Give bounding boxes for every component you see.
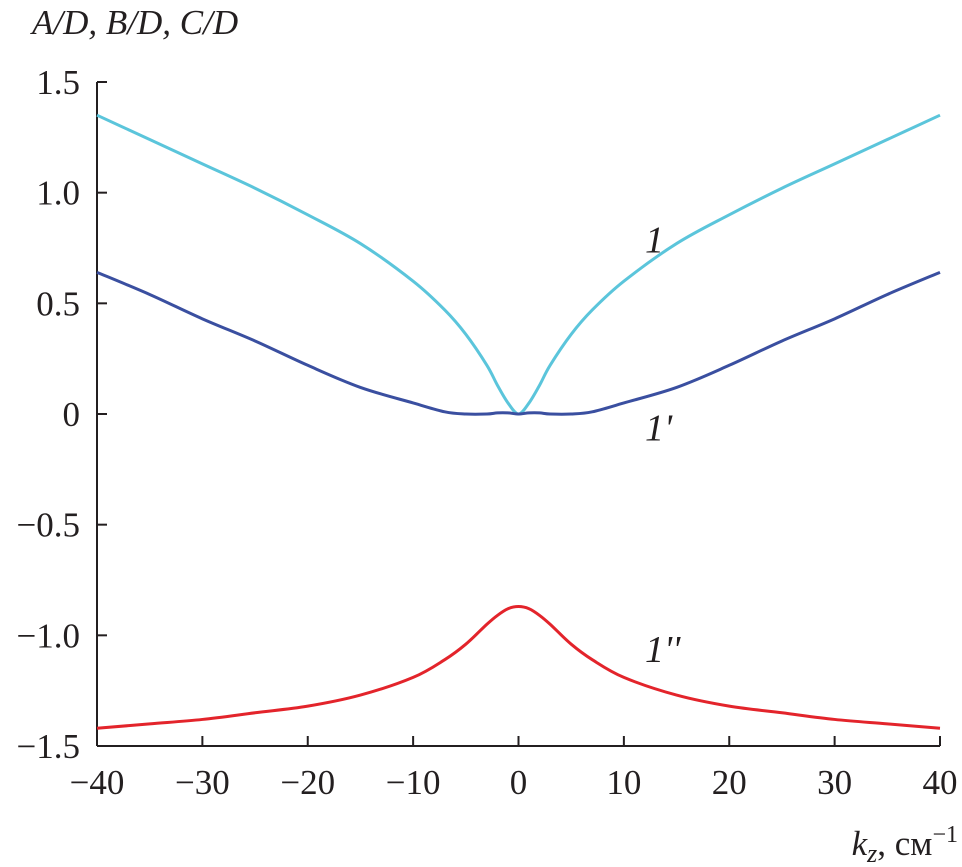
x-axis-title-var: k xyxy=(852,824,869,863)
series-line-3 xyxy=(96,605,941,730)
x-tick-label: 30 xyxy=(817,763,852,802)
x-axis-title-sub: z xyxy=(866,839,877,867)
y-tick-label: 0.5 xyxy=(36,284,80,323)
curve-label-3: 1'' xyxy=(645,629,681,671)
y-axis-title: A/D, B/D, C/D xyxy=(30,3,238,42)
x-axis-title: kz, см−1 xyxy=(852,822,958,867)
series-group xyxy=(96,113,941,730)
x-tick-label: −10 xyxy=(386,763,441,802)
x-axis-title-unit: , см xyxy=(877,824,932,863)
y-ticks: −1.5 −1.0 −0.5 0 0.5 1.0 1.5 xyxy=(17,63,107,766)
y-tick-label: 1.0 xyxy=(36,174,80,213)
curve-label-2: 1' xyxy=(645,408,673,450)
x-tick-label: 0 xyxy=(510,763,528,802)
y-tick-label: 0 xyxy=(63,395,81,434)
y-tick-label: −1.0 xyxy=(17,616,81,655)
curve-label-1: 1 xyxy=(645,219,664,261)
x-axis-title-sup: −1 xyxy=(932,822,958,848)
x-tick-label: 20 xyxy=(712,763,747,802)
y-tick-label: −0.5 xyxy=(17,506,81,545)
y-tick-label: 1.5 xyxy=(36,63,80,102)
series-line-2 xyxy=(96,270,941,416)
series-line-1 xyxy=(96,113,941,416)
y-tick-label: −1.5 xyxy=(17,727,81,766)
curve-labels: 1 1' 1'' xyxy=(645,219,681,670)
x-tick-label: 40 xyxy=(923,763,958,802)
x-tick-label: −40 xyxy=(70,763,125,802)
x-tick-label: 10 xyxy=(606,763,641,802)
x-ticks: −40 −30 −20 −10 0 10 20 30 40 xyxy=(70,736,958,802)
x-tick-label: −20 xyxy=(280,763,335,802)
x-tick-label: −30 xyxy=(175,763,230,802)
